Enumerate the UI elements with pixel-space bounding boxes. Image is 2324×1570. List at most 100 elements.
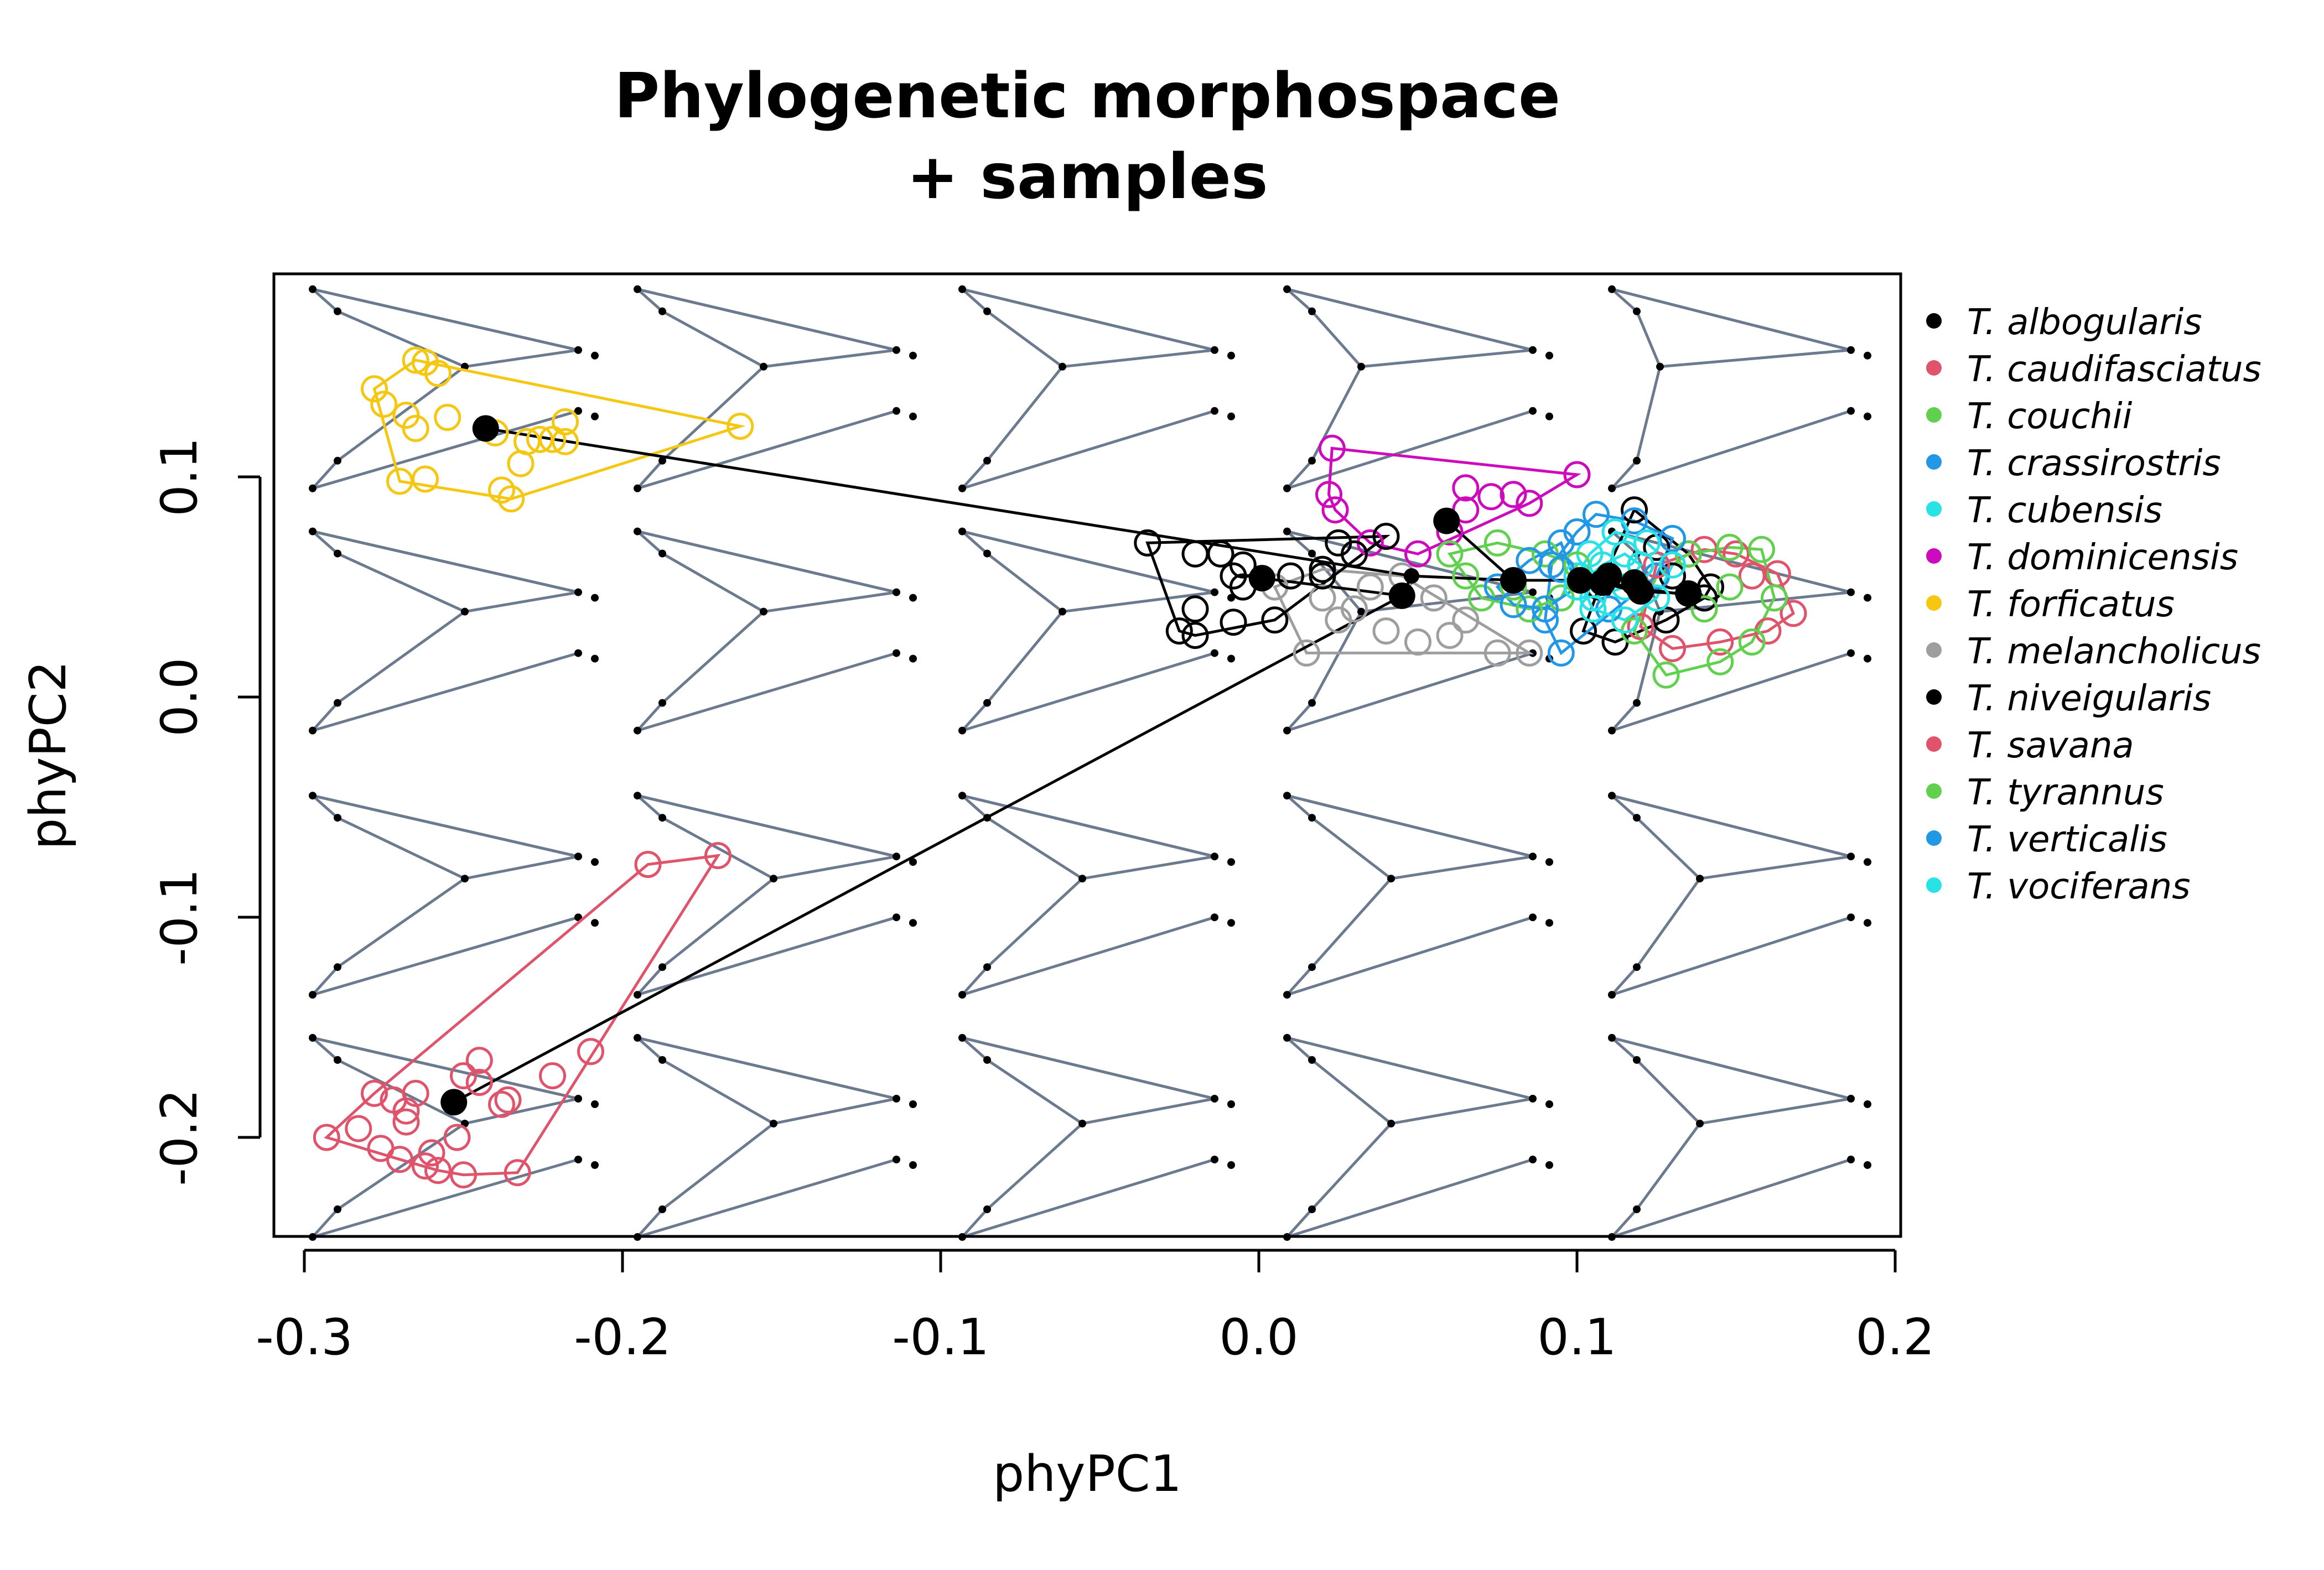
sample-point xyxy=(579,1039,603,1064)
sample-point xyxy=(435,406,460,430)
shape-landmark xyxy=(1227,858,1235,866)
legend-label: T. forficatus xyxy=(1967,584,2175,625)
legend-label: T. dominicensis xyxy=(1967,537,2238,578)
y-tick-label: -0.2 xyxy=(151,1089,209,1186)
legend-entry: T. couchii xyxy=(1926,396,2133,437)
shape-landmark xyxy=(634,792,641,799)
shape-landmark xyxy=(1545,858,1553,866)
shape-landmark xyxy=(591,352,599,360)
shape-landmark xyxy=(909,1161,917,1169)
shape-landmark xyxy=(1847,1095,1855,1103)
sample-point xyxy=(1358,575,1382,599)
shape-landmark xyxy=(658,550,666,558)
shape-landmark xyxy=(309,792,317,799)
shape-landmark xyxy=(1308,963,1316,971)
shape-edge-mid xyxy=(1700,1099,1851,1124)
shape-landmark xyxy=(1608,991,1616,999)
shape-edge-mid xyxy=(465,592,578,612)
sample-point xyxy=(1718,575,1742,599)
species-mean-point xyxy=(1589,569,1616,596)
shape-edge-mid xyxy=(1391,856,1533,878)
shape-landmark xyxy=(909,1100,917,1108)
shape-landmark xyxy=(461,875,469,882)
shape-landmark xyxy=(1608,285,1616,293)
legend-entry: T. savana xyxy=(1926,725,2134,766)
shape-landmark xyxy=(334,814,341,822)
shape-landmark xyxy=(1633,699,1641,707)
shape-edge-mid xyxy=(1082,856,1215,878)
shape-edge-left xyxy=(1612,1038,1700,1237)
shape-edge-left xyxy=(962,289,1062,488)
shape-landmark xyxy=(1283,727,1291,735)
legend-label: T. couchii xyxy=(1967,396,2133,437)
shape-edge-left xyxy=(637,796,774,995)
shape-landmark xyxy=(334,963,341,971)
tree-node xyxy=(1404,568,1419,584)
shape-landmark xyxy=(658,699,666,707)
shape-landmark xyxy=(1283,285,1291,293)
background-shape xyxy=(1608,285,1871,492)
shape-landmark xyxy=(1283,991,1291,999)
shape-landmark xyxy=(1227,655,1235,663)
shape-landmark xyxy=(574,1095,582,1103)
sample-point xyxy=(452,1064,476,1088)
shape-landmark xyxy=(334,1056,341,1064)
species-mean-point xyxy=(1249,565,1275,591)
shape-landmark xyxy=(1608,1034,1616,1042)
sample-point xyxy=(1438,623,1462,648)
legend-entry: T. vociferans xyxy=(1926,866,2191,907)
shape-landmark xyxy=(1387,1120,1395,1127)
chart-title-line-2: + samples xyxy=(907,141,1268,213)
shape-landmark xyxy=(1529,1156,1537,1163)
shape-edge-lower xyxy=(1287,917,1533,995)
shape-edge-upper xyxy=(313,289,578,350)
shape-edge-lower xyxy=(1612,1160,1851,1237)
shape-edge-mid xyxy=(774,1099,896,1124)
shape-landmark xyxy=(1633,814,1641,822)
shape-landmark xyxy=(1078,1120,1086,1127)
legend-swatch xyxy=(1926,407,1942,423)
shape-landmark xyxy=(909,352,917,360)
legend-entry: T. dominicensis xyxy=(1926,537,2238,578)
background-shape xyxy=(1283,1034,1553,1241)
shape-landmark xyxy=(1864,594,1871,602)
legend-entry: T. cubensis xyxy=(1926,490,2162,531)
shape-landmark xyxy=(1529,1095,1537,1103)
legend-label: T. niveigularis xyxy=(1967,678,2211,719)
shape-landmark xyxy=(1308,308,1316,315)
shape-landmark xyxy=(1864,858,1871,866)
legend-entry: T. verticalis xyxy=(1926,819,2167,860)
shape-landmark xyxy=(958,792,966,799)
shape-edge-mid xyxy=(1361,350,1533,367)
shape-edge-left xyxy=(1287,1038,1391,1237)
shape-landmark xyxy=(591,919,599,927)
sample-point xyxy=(1406,630,1430,654)
shape-landmark xyxy=(658,1056,666,1064)
shape-landmark xyxy=(634,528,641,536)
shape-edge-mid xyxy=(465,856,578,878)
shape-landmark xyxy=(958,1034,966,1042)
shape-landmark xyxy=(1545,919,1553,927)
background-shape xyxy=(1608,792,1871,999)
shape-landmark xyxy=(1847,913,1855,921)
shape-landmark xyxy=(309,285,317,293)
shape-edge-mid xyxy=(1391,1099,1533,1124)
shape-edge-left xyxy=(637,532,764,731)
background-shape xyxy=(309,528,599,735)
sample-point xyxy=(496,1088,520,1112)
legend-swatch xyxy=(1926,360,1942,376)
shape-landmark xyxy=(461,608,469,616)
legend-swatch xyxy=(1926,501,1942,517)
legend-entry: T. caudifasciatus xyxy=(1926,349,2261,390)
sample-point xyxy=(1479,485,1503,509)
shape-edge-mid xyxy=(1062,350,1215,367)
shape-edge-left xyxy=(1612,796,1700,995)
sample-point xyxy=(1221,610,1246,635)
shape-landmark xyxy=(983,1205,991,1213)
shape-landmark xyxy=(334,1205,341,1213)
shape-edge-mid xyxy=(1660,350,1851,367)
legend-swatch xyxy=(1926,548,1942,564)
shape-landmark xyxy=(334,699,341,707)
shape-landmark xyxy=(1696,1120,1704,1127)
